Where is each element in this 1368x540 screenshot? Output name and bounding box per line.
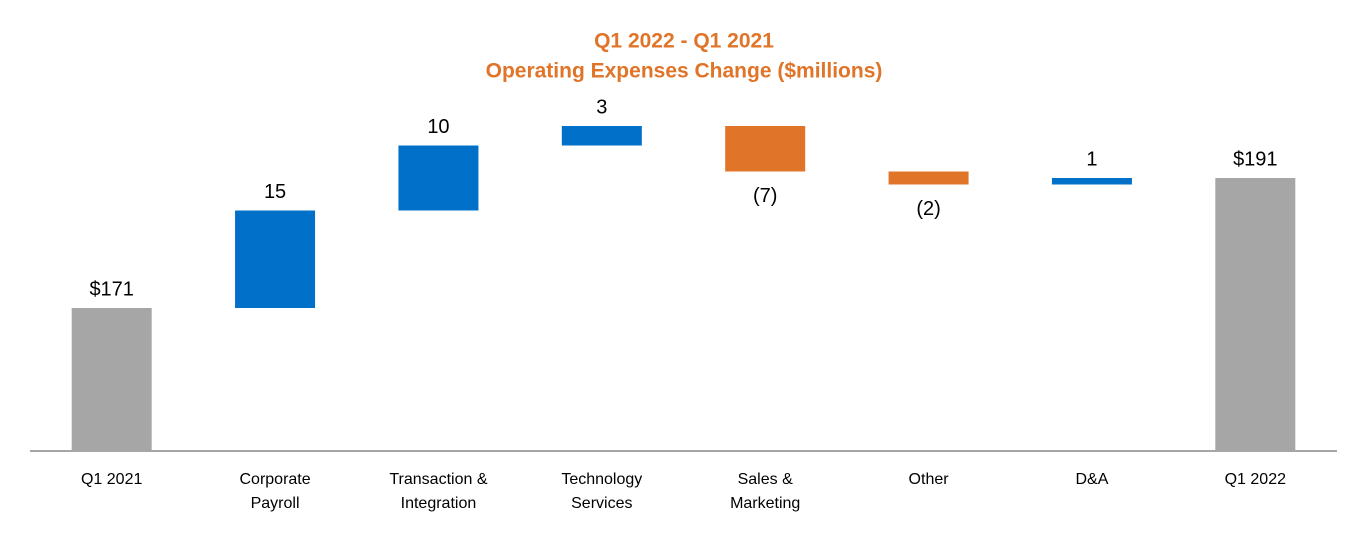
x-tick-label: Corporate Payroll bbox=[239, 471, 311, 512]
value-label: $171 bbox=[89, 278, 134, 300]
chart-title: Q1 2022 - Q1 2021 bbox=[594, 30, 774, 53]
value-label: 15 bbox=[264, 181, 286, 203]
value-label: 10 bbox=[427, 116, 449, 138]
x-tick-label: Sales & Marketing bbox=[730, 471, 801, 512]
bar bbox=[235, 210, 316, 308]
bar bbox=[561, 126, 642, 146]
bar bbox=[725, 126, 806, 172]
x-tick-label: Other bbox=[908, 471, 949, 488]
bar bbox=[398, 145, 479, 211]
bar bbox=[1215, 178, 1296, 451]
value-label: 1 bbox=[1086, 148, 1097, 170]
chart-subtitle: Operating Expenses Change ($millions) bbox=[486, 60, 883, 83]
x-tick-label: Transaction & Integration bbox=[389, 471, 488, 512]
value-label: (7) bbox=[753, 185, 777, 207]
value-label: $191 bbox=[1233, 148, 1278, 170]
bar bbox=[1051, 178, 1132, 185]
x-tick-label: D&A bbox=[1075, 471, 1109, 488]
x-tick-label: Q1 2022 bbox=[1224, 471, 1286, 488]
bar bbox=[888, 171, 969, 185]
value-label: 3 bbox=[596, 96, 607, 118]
bar bbox=[71, 308, 152, 451]
x-tick-label: Q1 2021 bbox=[80, 471, 143, 488]
x-tick-label: Technology Services bbox=[561, 471, 643, 512]
value-label: (2) bbox=[916, 198, 940, 220]
